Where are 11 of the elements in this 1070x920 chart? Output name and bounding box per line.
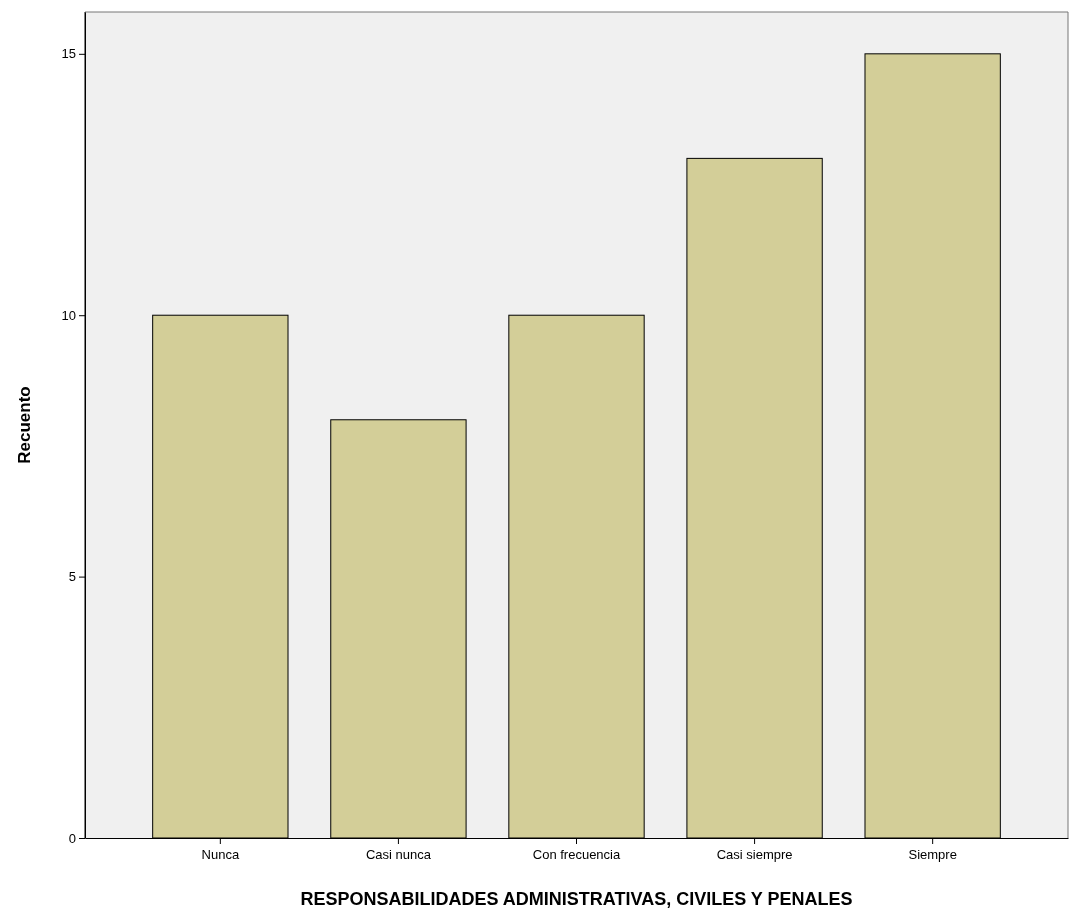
x-tick-label: Casi nunca: [365, 846, 432, 862]
x-tick-label: Nunca: [201, 846, 240, 862]
y-tick-label: 10: [61, 307, 76, 323]
y-tick-label: 5: [68, 569, 76, 585]
x-axis-title: RESPONSABILIDADES ADMINISTRATIVAS, CIVILES Y PENALES: [300, 889, 853, 909]
y-tick-label: 0: [68, 830, 76, 846]
y-tick-label: 15: [61, 46, 76, 62]
x-tick-label: Casi siempre: [716, 846, 793, 862]
y-axis-title: Recuento: [15, 386, 34, 464]
x-tick-label: Siempre: [908, 846, 957, 862]
x-tick-label: Con frecuencia: [532, 846, 621, 862]
